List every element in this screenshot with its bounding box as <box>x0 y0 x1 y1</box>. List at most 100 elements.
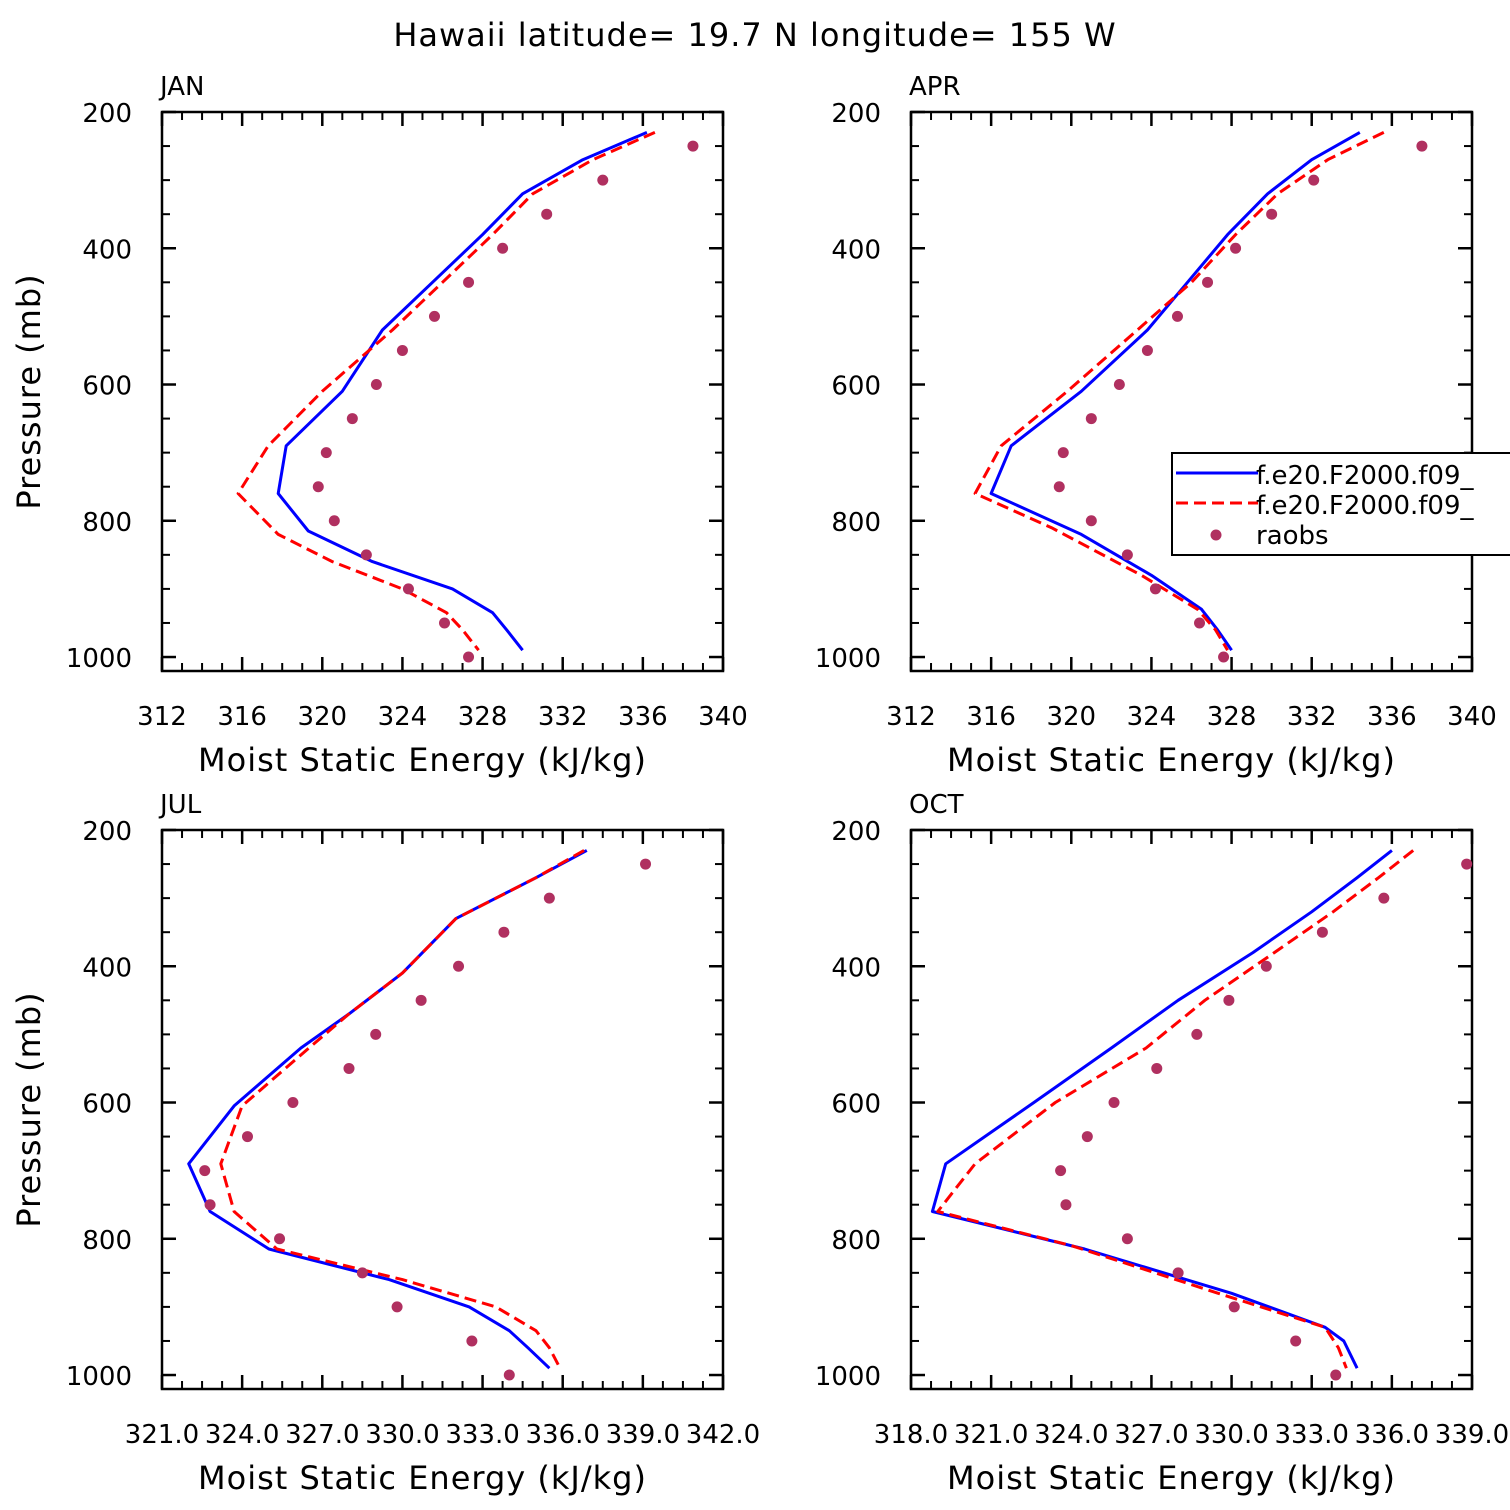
panel-label-jan: JAN <box>158 72 204 102</box>
x-tick-label: 340 <box>698 702 748 732</box>
raobs-point <box>463 651 475 663</box>
x-tick-label: 320 <box>1046 702 1096 732</box>
plot-frame-jul <box>160 828 725 1391</box>
x-tick-label: 333.0 <box>445 1420 519 1450</box>
panel-jan: 312 316 320 324 328 332 336 340 200 400 600 800 1000… <box>10 72 748 779</box>
y-tick-label: 1000 <box>66 644 132 674</box>
raobs-point <box>274 1233 286 1245</box>
raobs-point <box>199 1165 211 1177</box>
x-tick-label: 333.0 <box>1274 1420 1348 1450</box>
raobs-point <box>360 549 372 561</box>
raobs-point <box>1171 310 1183 322</box>
raobs-point <box>439 617 451 629</box>
y-tick-label: 800 <box>82 508 132 538</box>
raobs-point <box>1290 1335 1302 1347</box>
raobs-point <box>497 242 509 254</box>
legend-label: f.e20.F2000.f09_ <box>1256 491 1474 521</box>
raobs-point <box>1113 379 1125 391</box>
raobs-point <box>1151 1062 1163 1074</box>
panel-label-apr: APR <box>909 72 961 102</box>
x-tick-label: 336 <box>618 702 668 732</box>
y-tick-label: 200 <box>831 99 881 129</box>
y-tick-label: 200 <box>82 817 132 847</box>
raobs-point <box>1172 1267 1184 1279</box>
raobs-point <box>1149 583 1161 595</box>
raobs-point <box>1141 344 1153 356</box>
panel-label-oct: OCT <box>909 790 964 820</box>
y-axis-title: Pressure (mb) <box>10 991 48 1227</box>
y-tick-label: 800 <box>831 508 881 538</box>
y-tick-label: 1000 <box>815 1362 881 1392</box>
y-tick-label: 600 <box>831 372 881 402</box>
raobs-point <box>1230 242 1242 254</box>
raobs-point <box>498 926 510 938</box>
x-tick-label: 328 <box>1207 702 1257 732</box>
y-tick-label: 800 <box>82 1226 132 1256</box>
raobs-point <box>312 481 324 493</box>
raobs-point <box>541 208 553 220</box>
raobs-point <box>463 276 475 288</box>
x-tick-label: 332 <box>1287 702 1337 732</box>
raobs-point <box>1461 858 1473 870</box>
raobs-point <box>343 1062 355 1074</box>
y-tick-label: 200 <box>831 817 881 847</box>
raobs-point <box>415 994 427 1006</box>
plot-frame-oct <box>909 828 1474 1391</box>
raobs-point <box>396 344 408 356</box>
x-tick-label: 340 <box>1447 702 1497 732</box>
y-tick-label: 1000 <box>815 644 881 674</box>
x-axis-title: Moist Static Energy (kJ/kg) <box>198 741 647 779</box>
x-tick-label: 332 <box>538 702 588 732</box>
raobs-point <box>543 892 555 904</box>
x-axis-title: Moist Static Energy (kJ/kg) <box>947 741 1396 779</box>
raobs-point <box>1108 1097 1120 1109</box>
x-tick-label: 327.0 <box>285 1420 359 1450</box>
x-tick-label: 324.0 <box>205 1420 279 1450</box>
raobs-point <box>204 1199 216 1211</box>
raobs-point <box>428 310 440 322</box>
raobs-point <box>1053 481 1065 493</box>
raobs-point <box>1223 994 1235 1006</box>
x-tick-label: 330.0 <box>1194 1420 1268 1450</box>
x-tick-label: 336.0 <box>525 1420 599 1450</box>
model-line-solid <box>989 131 1361 652</box>
raobs-point <box>1316 926 1328 938</box>
raobs-point <box>1194 617 1206 629</box>
legend-label: f.e20.F2000.f09_ <box>1256 461 1474 491</box>
x-tick-label: 327.0 <box>1114 1420 1188 1450</box>
model-line-dashed <box>236 131 656 652</box>
raobs-point <box>346 413 358 425</box>
panel-oct: 318.0 321.0 324.0 327.0 330.0 333.0 336.0 339.0… <box>815 790 1509 1497</box>
x-tick-label: 318.0 <box>874 1420 948 1450</box>
model-line-solid <box>187 849 588 1370</box>
model-line-solid <box>930 849 1393 1369</box>
raobs-point <box>1085 515 1097 527</box>
raobs-point <box>1266 208 1278 220</box>
raobs-point <box>640 858 652 870</box>
x-tick-label: 324 <box>378 702 428 732</box>
raobs-point <box>402 583 414 595</box>
x-axis-title: Moist Static Energy (kJ/kg) <box>947 1459 1396 1497</box>
x-tick-label: 321.0 <box>954 1420 1028 1450</box>
x-tick-label: 336 <box>1367 702 1417 732</box>
raobs-point <box>1202 276 1214 288</box>
x-tick-label: 312 <box>137 702 187 732</box>
raobs-point <box>320 447 332 459</box>
x-tick-label: 324.0 <box>1034 1420 1108 1450</box>
legend-box <box>1171 452 1510 556</box>
legend: f.e20.F2000.f09_f.e20.F2000.f09_raobs <box>1171 452 1510 556</box>
raobs-point <box>370 379 382 391</box>
raobs-point <box>1055 1165 1067 1177</box>
x-tick-label: 321.0 <box>125 1420 199 1450</box>
raobs-point <box>453 960 465 972</box>
y-tick-label: 600 <box>82 372 132 402</box>
raobs-point <box>1121 1233 1133 1245</box>
panels: 312 316 320 324 328 332 336 340 200 400 600 800 1000… <box>10 72 1510 1497</box>
y-tick-label: 400 <box>82 953 132 983</box>
x-tick-label: 339.0 <box>1435 1420 1509 1450</box>
x-tick-label: 316 <box>966 702 1016 732</box>
raobs-point <box>370 1028 382 1040</box>
legend-label: raobs <box>1256 521 1329 551</box>
raobs-point <box>1218 651 1230 663</box>
raobs-point <box>356 1267 368 1279</box>
